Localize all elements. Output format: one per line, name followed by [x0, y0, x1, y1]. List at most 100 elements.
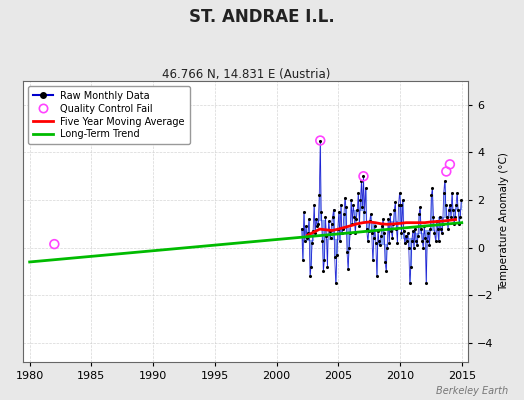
- Point: [422, 280, 430, 286]
- Point: [367, 230, 376, 236]
- Point: [326, 235, 335, 241]
- Point: [345, 244, 353, 251]
- Point: [356, 197, 365, 203]
- Point: [357, 178, 366, 184]
- Point: [448, 190, 456, 196]
- Point: [328, 221, 336, 227]
- Point: [303, 235, 311, 241]
- Point: [331, 254, 339, 260]
- Point: [406, 280, 414, 286]
- Point: [376, 242, 384, 248]
- Point: [405, 244, 413, 251]
- Point: [398, 197, 407, 203]
- Point: [334, 226, 342, 232]
- Point: [429, 214, 438, 220]
- Point: [455, 221, 463, 227]
- Point: [341, 194, 349, 201]
- Point: [355, 223, 364, 230]
- Point: [298, 226, 306, 232]
- Point: [335, 237, 344, 244]
- Point: [308, 240, 316, 246]
- Point: [413, 242, 421, 248]
- Point: [418, 237, 427, 244]
- Point: [370, 223, 379, 230]
- Text: Berkeley Earth: Berkeley Earth: [436, 386, 508, 396]
- Point: [420, 223, 429, 230]
- Point: [310, 202, 318, 208]
- Point: [456, 214, 464, 220]
- Point: [353, 206, 362, 213]
- Point: [451, 214, 459, 220]
- Point: [317, 209, 325, 215]
- Point: [410, 244, 418, 251]
- Point: [374, 228, 382, 234]
- Point: [316, 137, 324, 144]
- Point: [369, 235, 378, 241]
- Point: [325, 228, 334, 234]
- Point: [315, 192, 323, 198]
- Point: [318, 237, 326, 244]
- Point: [359, 173, 368, 180]
- Point: [379, 216, 387, 222]
- Point: [400, 240, 409, 246]
- Point: [340, 211, 348, 218]
- Point: [452, 202, 460, 208]
- Point: [412, 237, 420, 244]
- Point: [324, 218, 333, 225]
- Point: [390, 206, 399, 213]
- Point: [388, 235, 397, 241]
- Point: [349, 202, 357, 208]
- Point: [352, 216, 361, 222]
- Point: [358, 204, 367, 210]
- Point: [380, 230, 388, 236]
- Point: [450, 221, 458, 227]
- Point: [359, 173, 368, 180]
- Point: [439, 221, 447, 227]
- Point: [445, 206, 453, 213]
- Point: [304, 230, 312, 236]
- Point: [350, 214, 358, 220]
- Point: [426, 226, 434, 232]
- Point: [417, 226, 425, 232]
- Point: [307, 264, 315, 270]
- Point: [408, 237, 416, 244]
- Point: [427, 192, 435, 198]
- Point: [320, 256, 329, 263]
- Point: [416, 204, 424, 210]
- Point: [415, 211, 423, 218]
- Point: [375, 237, 383, 244]
- Point: [373, 273, 381, 280]
- Title: 46.766 N, 14.831 E (Austria): 46.766 N, 14.831 E (Austria): [161, 68, 330, 81]
- Point: [397, 230, 406, 236]
- Point: [368, 256, 377, 263]
- Point: [457, 197, 465, 203]
- Point: [409, 228, 417, 234]
- Point: [449, 206, 457, 213]
- Point: [312, 216, 320, 222]
- Point: [392, 226, 401, 232]
- Point: [453, 190, 461, 196]
- Point: [364, 237, 372, 244]
- Point: [423, 237, 431, 244]
- Point: [441, 178, 449, 184]
- Point: [432, 218, 441, 225]
- Point: [421, 235, 429, 241]
- Point: [299, 256, 307, 263]
- Point: [444, 226, 452, 232]
- Point: [339, 226, 347, 232]
- Point: [411, 226, 419, 232]
- Point: [311, 230, 319, 236]
- Point: [446, 202, 454, 208]
- Point: [342, 204, 350, 210]
- Point: [382, 268, 390, 275]
- Point: [454, 206, 462, 213]
- Point: [362, 185, 370, 191]
- Point: [348, 221, 356, 227]
- Point: [309, 228, 318, 234]
- Point: [333, 252, 341, 258]
- Point: [332, 280, 340, 286]
- Point: [435, 214, 444, 220]
- Point: [372, 240, 380, 246]
- Point: [343, 249, 351, 256]
- Point: [337, 202, 345, 208]
